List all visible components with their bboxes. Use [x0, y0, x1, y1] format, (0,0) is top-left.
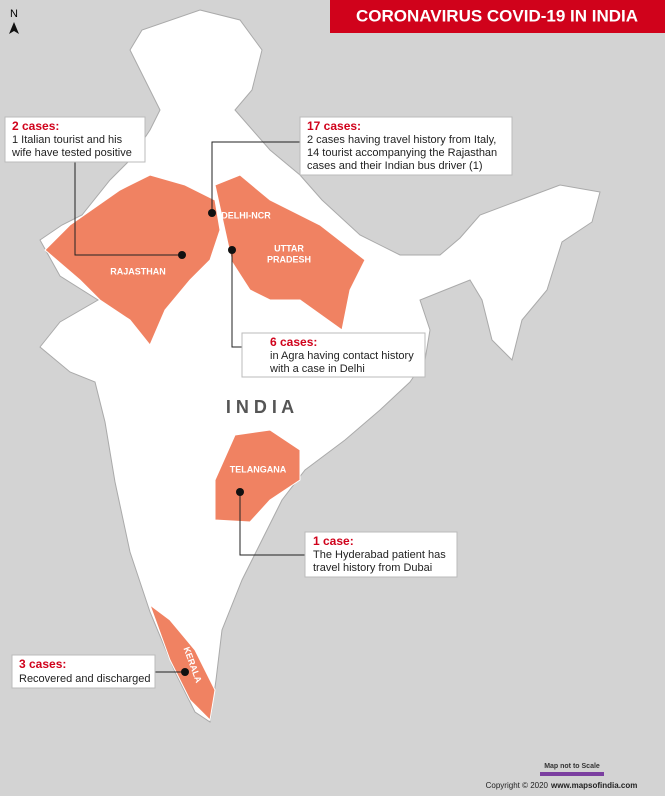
callout-box [4, 116, 146, 163]
scale-note: Map not to Scale [544, 763, 600, 770]
callout-text: 14 tourist accompanying the Rajasthan [307, 147, 497, 159]
title: CORONAVIRUS COVID-19 IN INDIA [356, 6, 638, 25]
callout: 17 cases: 2 cases having travel history … [299, 116, 513, 176]
callout-heading: 17 cases: [307, 119, 361, 133]
marker [208, 209, 216, 217]
callout-text: travel history from Dubai [313, 562, 432, 574]
callout-heading: 6 cases: [270, 335, 317, 349]
callout-text: 1 Italian tourist and his [12, 134, 123, 146]
copyright: Copyright © 2020 [486, 781, 549, 790]
north-arrow [9, 22, 19, 34]
scale-bar [540, 772, 604, 776]
region-label: RAJASTHAN [110, 266, 166, 276]
rajasthan [44, 174, 221, 346]
website: www.mapsofindia.com [550, 781, 637, 790]
title-banner [330, 0, 665, 33]
marker [178, 251, 186, 259]
callout: 1 case: The Hyderabad patient has travel… [304, 531, 458, 578]
callout-heading: 3 cases: [19, 657, 66, 671]
region-label: TELANGANA [230, 464, 287, 474]
callout: 2 cases: 1 Italian tourist and his wife … [4, 116, 146, 163]
callout: 6 cases: in Agra having contact history … [241, 332, 426, 378]
leader-line [74, 162, 182, 256]
callout-text: wife have tested positive [11, 147, 132, 159]
callout: 3 cases: Recovered and discharged [11, 654, 156, 689]
marker [228, 246, 236, 254]
callout-text: with a case in Delhi [269, 363, 365, 375]
callout-text: in Agra having contact history [270, 350, 414, 362]
callout-text: Recovered and discharged [19, 673, 150, 685]
callout-text: cases and their Indian bus driver (1) [307, 160, 482, 172]
telangana [214, 429, 301, 523]
callout-text: The Hyderabad patient has [313, 549, 446, 561]
region-label: DELHI-NCR [221, 210, 271, 220]
callout-box [299, 116, 513, 176]
marker [181, 668, 189, 676]
callout-heading: 1 case: [313, 534, 354, 548]
kerala [148, 603, 216, 722]
callout-box [304, 531, 458, 578]
callout-text: 2 cases having travel history from Italy… [307, 134, 496, 146]
callout-box [11, 654, 156, 689]
leader-line [239, 492, 305, 556]
marker [236, 488, 244, 496]
north-label: N [10, 8, 18, 20]
region-label: PRADESH [267, 254, 311, 264]
country-label: I N D I A [226, 397, 294, 417]
callout-heading: 2 cases: [12, 119, 59, 133]
leader-line [231, 250, 242, 348]
uttar-pradesh [214, 174, 366, 331]
leaders [74, 141, 305, 676]
leader-line [211, 141, 300, 213]
callout-box [241, 332, 426, 378]
region-label: UTTAR [274, 243, 304, 253]
